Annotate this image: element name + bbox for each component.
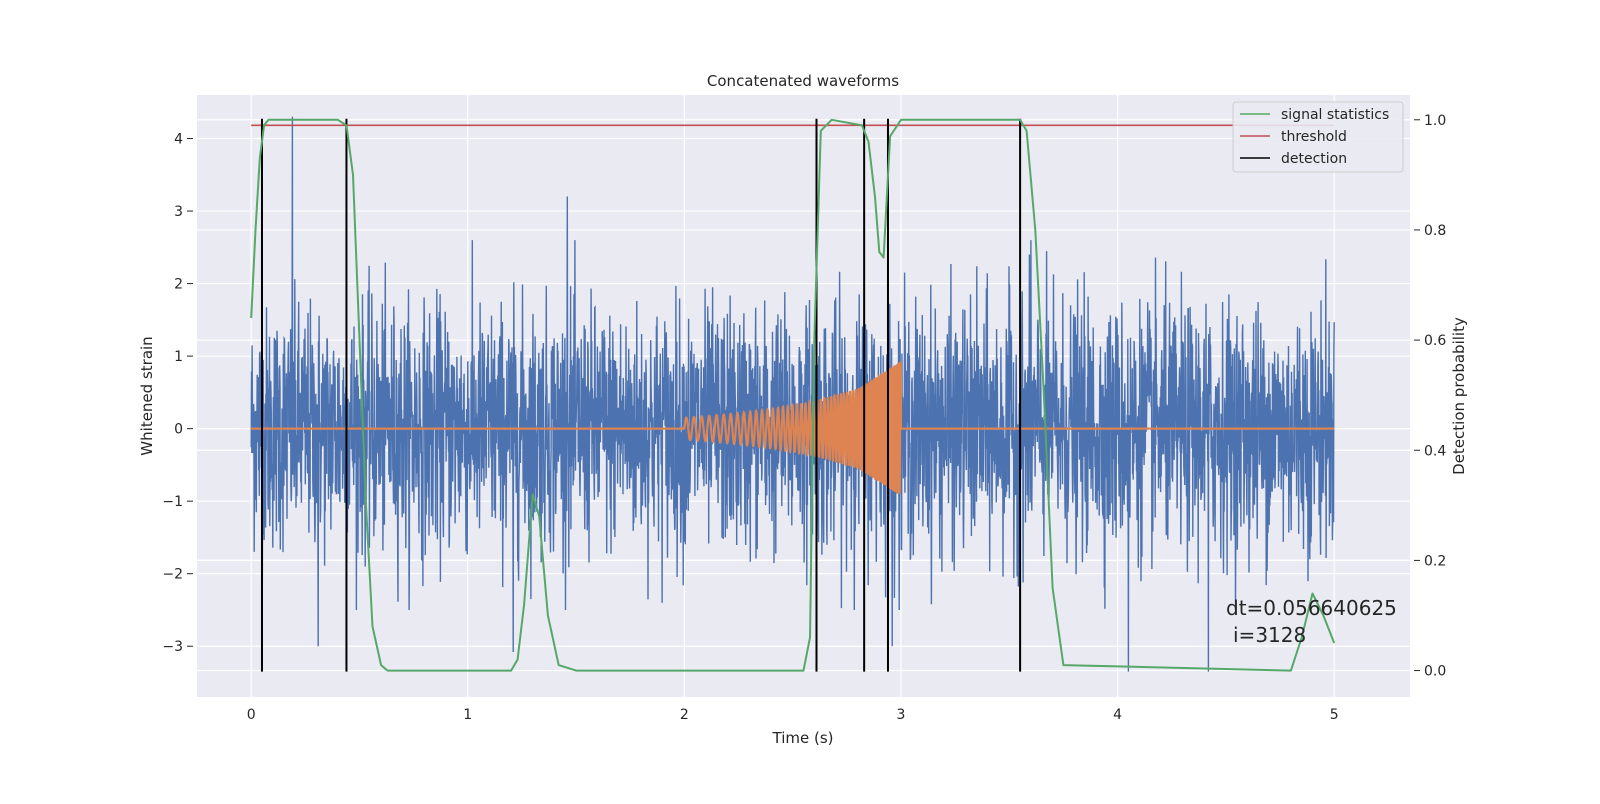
axes-layer: 0 1 2 3 4 5 −3 −2 −1 0 1 2 3 4 0.0 0.2 0.4 0.6 0.8 1.0 [162, 113, 1446, 723]
y-tick-label: 0 [174, 422, 183, 438]
series-layer [250, 116, 1336, 672]
x-tick-label: 0 [247, 707, 256, 723]
series-signal-statistics-line [250, 118, 1336, 672]
legend-box [1232, 101, 1404, 173]
chart-title: Concatenated waveforms [707, 72, 899, 90]
y-tick-label: −1 [162, 494, 183, 510]
y-tick-label: 4 [174, 132, 183, 148]
x-tick-label: 4 [1113, 707, 1122, 723]
y-tick-label: 2 [174, 277, 183, 293]
x-tick-label: 5 [1330, 707, 1339, 723]
y-tick-label: 1 [174, 349, 183, 365]
annotation-index: i=3128 [1233, 623, 1306, 647]
y2-tick-label: 1.0 [1424, 113, 1446, 129]
legend: signal statistics threshold detection [1232, 101, 1404, 173]
x-tick-label: 3 [897, 707, 906, 723]
y2-tick-label: 0.0 [1424, 664, 1446, 680]
y-tick-label: −2 [162, 567, 183, 583]
y-axis-label: Whitened strain [138, 336, 156, 455]
x-axis-label: Time (s) [772, 729, 834, 747]
series-strain-line [250, 116, 1335, 672]
y2-tick-label: 0.2 [1424, 553, 1446, 569]
legend-label-detection: detection [1281, 151, 1347, 167]
y2-tick-label: 0.8 [1424, 223, 1446, 239]
annotation-dt: dt=0.056640625 [1226, 596, 1397, 620]
y2-tick-label: 0.6 [1424, 333, 1446, 349]
x-tick-label: 2 [680, 707, 689, 723]
y-tick-label: 3 [174, 204, 183, 220]
y-tick-label: −3 [162, 639, 183, 655]
legend-label-threshold: threshold [1281, 129, 1347, 145]
y2-axis-label: Detection probability [1450, 317, 1468, 475]
legend-label-signal-statistics: signal statistics [1281, 107, 1389, 123]
x-tick-label: 1 [463, 707, 472, 723]
y2-tick-label: 0.4 [1424, 443, 1446, 459]
